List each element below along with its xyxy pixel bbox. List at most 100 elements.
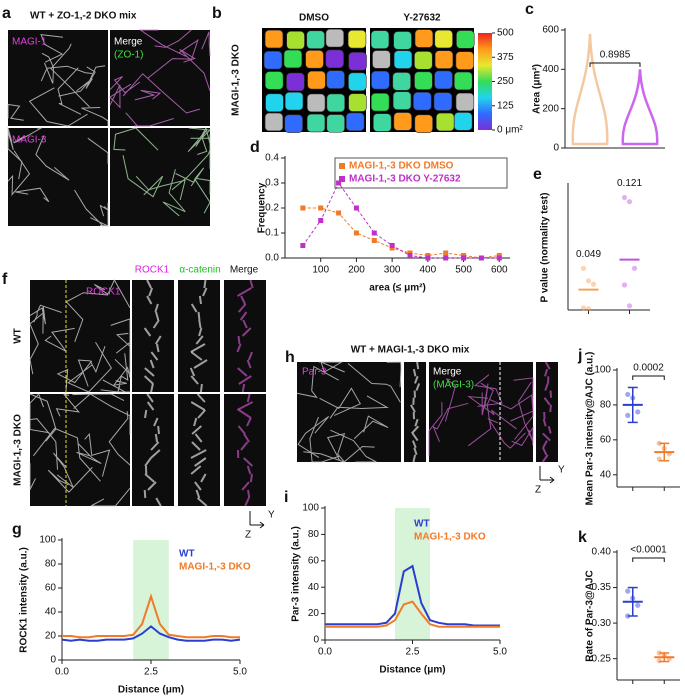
segmented-cell [414,51,433,70]
p-value: <0.0001 [630,545,667,556]
segmented-cell [284,91,304,111]
segmented-cell [434,50,454,69]
strip-signal [150,441,160,451]
y-tick-label: 40 [600,469,612,480]
panel-title: WT + MAGI-1,-3 DKO mix [351,345,470,356]
point [621,282,628,288]
legend-entry: WT [179,549,195,560]
legend-frame [334,157,508,189]
point [496,255,502,261]
panel-letter: g [12,521,22,538]
y-tick-label: 40 [45,607,57,618]
strip-signal [246,465,252,475]
y-tick-label: 60 [308,555,320,566]
cell-junctions [7,126,109,227]
point [443,250,449,256]
p-value: 0.0002 [633,363,664,374]
panel-letter: h [285,349,295,366]
point [353,205,359,211]
strip-signal [541,454,549,463]
series-line [62,593,240,639]
segmented-cell [372,50,391,69]
y-axis-label: ROCK1 intensity (a.u.) [19,547,30,653]
y-tick-label: 0.0 [265,253,279,264]
strip-signal [542,432,551,442]
x-tick-label: 500 [455,265,472,276]
cell-junctions [428,374,534,456]
strip-signal [415,383,421,391]
segmented-cell [370,93,390,112]
segmented-cell [434,29,453,49]
strip-signal [143,489,147,499]
y-tick-label: 80 [308,529,320,540]
strip-signal [237,367,248,377]
point [461,255,467,261]
segmented-cell [348,72,367,91]
point [318,218,324,223]
shaded-range [133,540,169,660]
strip-signal [194,457,207,467]
strip-signal [544,361,551,370]
strip-signal [148,287,154,297]
strip-signal [154,335,162,345]
y-tick-label: 0.2 [265,203,279,214]
strip-signal [149,359,155,369]
segmented-cell [413,92,432,111]
y-tick-label: 200 [542,103,559,114]
strip-signal [410,404,416,413]
strip-signal [241,327,252,337]
significance-bracket [589,62,641,68]
y-tick-label: 100 [39,535,56,546]
axis-letter: Z [245,530,251,541]
strip-signal [190,303,198,313]
strip-signal [411,432,419,442]
significance-bracket [632,375,665,380]
micrograph [297,362,401,462]
strip-signal [542,418,547,427]
point [443,255,449,261]
colorbar-label: 375 [497,52,514,63]
strip-signal [157,425,160,435]
strip-signal [239,311,248,321]
segmented-cell [307,70,326,90]
segmented-cell [286,31,305,50]
strip-signal [244,497,250,507]
segmented-cell [455,51,475,70]
strip-signal [147,481,157,491]
point [635,409,641,415]
strip-signal [195,489,201,499]
axis-arrows [249,511,265,529]
strip-signal [150,449,161,459]
strip-signal [416,361,420,370]
row-label: MAGI-1,-3 DKO [13,414,24,486]
strip-signal [146,295,153,305]
strip-signal [190,465,202,475]
point [625,412,631,419]
mean-label: 0.121 [617,178,642,189]
strip-signal [542,447,548,456]
segmented-cell [436,112,455,132]
strip-signal [246,393,251,403]
cell-junctions [296,361,402,463]
x-tick-label: 5.0 [493,647,507,658]
image-label: Merge [433,367,462,378]
strip-signal [549,390,553,398]
x-tick-label: 200 [348,265,365,276]
point [336,210,342,216]
y-tick-label: 0.30 [592,618,612,629]
image-label: MAGI-1 [12,37,47,48]
segmented-cell [306,30,325,49]
strip-signal [414,375,419,384]
strip-signal [549,404,552,413]
strip-signal [154,433,159,443]
x-axis-label: area (≤ μm²) [369,283,426,294]
segmented-cell [305,50,324,69]
y-tick-label: 60 [45,583,57,594]
image-label: (ZO-1) [114,50,143,61]
segmented-cell [393,50,413,69]
y-axis-label: Mean Par-3 intensity@AJC (a.u.) [585,352,596,506]
axis-letter: Y [558,465,565,476]
cell-junctions [109,29,211,127]
violin [571,33,609,146]
